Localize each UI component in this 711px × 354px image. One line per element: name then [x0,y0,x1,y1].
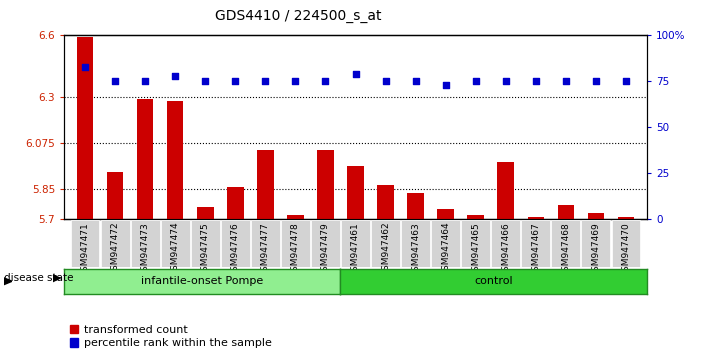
Point [200,79,211,84]
Text: GSM947477: GSM947477 [261,222,270,276]
FancyBboxPatch shape [281,221,310,267]
Bar [257,150,274,219]
FancyBboxPatch shape [191,221,220,267]
Text: disease state: disease state [4,273,73,283]
Bar [347,166,364,219]
Text: GSM947474: GSM947474 [171,222,180,276]
Bar [137,99,154,219]
Text: GSM947461: GSM947461 [351,222,360,276]
FancyBboxPatch shape [371,221,400,267]
FancyBboxPatch shape [70,221,100,267]
Text: GSM947473: GSM947473 [141,222,149,276]
Bar [227,187,244,219]
Bar [107,172,123,219]
Text: GSM947465: GSM947465 [471,222,480,276]
Text: control: control [474,276,513,286]
FancyBboxPatch shape [582,221,610,267]
Text: GSM947476: GSM947476 [231,222,240,276]
Point [260,79,271,84]
Bar [197,207,213,219]
Text: ▶: ▶ [53,273,62,283]
Bar [467,215,484,219]
FancyBboxPatch shape [552,221,580,267]
Point [230,79,241,84]
Text: GSM947462: GSM947462 [381,222,390,276]
Text: GSM947463: GSM947463 [411,222,420,276]
Bar [77,38,93,219]
Point [380,79,391,84]
Point [410,79,422,84]
Text: GSM947475: GSM947475 [201,222,210,276]
FancyBboxPatch shape [131,221,159,267]
Point [470,79,481,84]
FancyBboxPatch shape [251,221,279,267]
Text: infantile-onset Pompe: infantile-onset Pompe [141,276,263,286]
FancyBboxPatch shape [161,221,190,267]
Text: GSM947466: GSM947466 [501,222,510,276]
Point [590,79,602,84]
Legend: transformed count, percentile rank within the sample: transformed count, percentile rank withi… [70,325,272,348]
Point [139,79,151,84]
FancyBboxPatch shape [432,221,460,267]
Text: GDS4410 / 224500_s_at: GDS4410 / 224500_s_at [215,9,382,23]
Point [320,79,331,84]
Bar [528,217,544,219]
Point [620,79,631,84]
Point [169,73,181,79]
Point [109,79,121,84]
Bar [317,150,333,219]
Text: GSM947468: GSM947468 [562,222,570,276]
Text: GSM947478: GSM947478 [291,222,300,276]
Bar [618,217,634,219]
FancyBboxPatch shape [491,221,520,267]
Point [500,79,511,84]
Point [80,64,91,69]
Bar [378,185,394,219]
Point [530,79,542,84]
Point [560,79,572,84]
FancyBboxPatch shape [401,221,430,267]
Text: GSM947472: GSM947472 [111,222,119,276]
FancyBboxPatch shape [611,221,641,267]
FancyBboxPatch shape [461,221,490,267]
Bar [287,215,304,219]
Bar [407,193,424,219]
Bar [498,162,514,219]
Bar [437,209,454,219]
Text: GSM947469: GSM947469 [592,222,600,276]
Point [289,79,301,84]
Text: GSM947464: GSM947464 [441,222,450,276]
FancyBboxPatch shape [521,221,550,267]
Bar [557,205,574,219]
Text: GSM947467: GSM947467 [531,222,540,276]
FancyBboxPatch shape [311,221,340,267]
FancyBboxPatch shape [341,221,370,267]
Bar [167,101,183,219]
Bar [588,213,604,219]
Text: GSM947470: GSM947470 [621,222,631,276]
Point [440,82,451,88]
Point [350,71,361,77]
Text: GSM947471: GSM947471 [80,222,90,276]
Polygon shape [4,278,12,285]
FancyBboxPatch shape [221,221,250,267]
FancyBboxPatch shape [101,221,129,267]
Text: GSM947479: GSM947479 [321,222,330,276]
